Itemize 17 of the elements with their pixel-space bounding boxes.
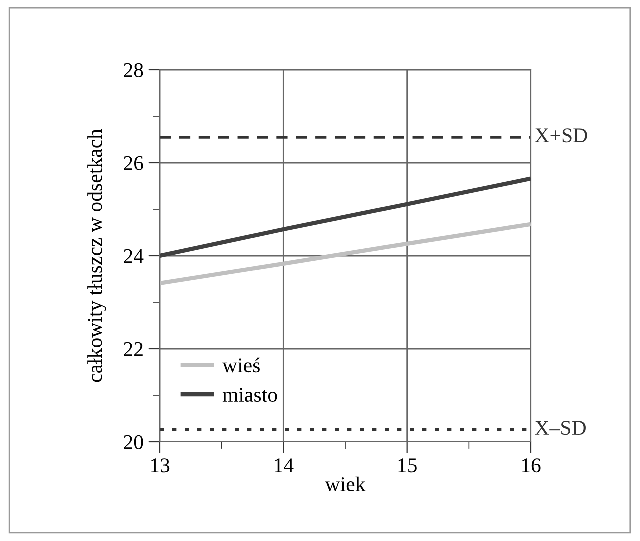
y-tick-label: 28 [124, 63, 144, 78]
y-tick-label: 22 [124, 342, 143, 356]
y-tick-label: 24 [124, 249, 144, 264]
x-tick-label: 14 [275, 458, 294, 472]
y-axis-title: całkowity tłuszcz w odsetkach [88, 129, 107, 382]
x-tick-label: 16 [522, 458, 541, 473]
x-tick-label: 15 [398, 458, 417, 473]
line-series [160, 222, 531, 286]
line-series [160, 176, 531, 258]
ref-line-label: X+SD [535, 128, 588, 143]
x-axis-title: wiek [325, 476, 366, 492]
legend-label: wieś [222, 358, 260, 373]
y-tick-label: 20 [124, 435, 144, 450]
legend-label: miasto [222, 388, 278, 402]
ref-line-label: X–SD [535, 421, 586, 436]
x-tick-label: 13 [151, 458, 170, 473]
y-tick-label: 26 [124, 156, 144, 170]
